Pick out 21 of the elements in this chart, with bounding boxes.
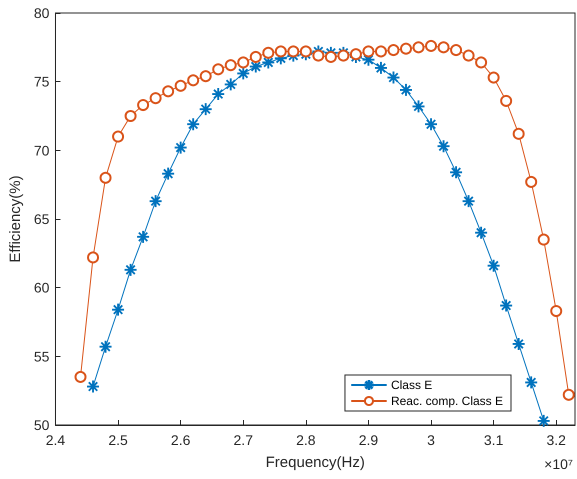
x-tick-label: 3.2 (546, 432, 566, 448)
legend-label: Class E (390, 378, 432, 392)
x-tick-label: 2.9 (358, 432, 378, 448)
text: ×10⁷ (544, 456, 574, 472)
x-tick-label: 3.1 (484, 432, 504, 448)
x-tick-label: 2.7 (234, 432, 254, 448)
legend-label: Reac. comp. Class E (390, 394, 504, 408)
y-tick-label: 65 (34, 211, 50, 227)
x-tick-label: 3 (427, 432, 436, 448)
y-tick-label: 55 (34, 348, 50, 364)
x-tick-label: 2.8 (296, 432, 316, 448)
x-tick-label: 2.5 (108, 432, 128, 448)
y-axis-title: Efficiency(%) (7, 175, 24, 263)
x-tick-label: 2.4 (46, 432, 66, 448)
y-tick-label: 75 (34, 74, 50, 90)
y-tick-label: 50 (34, 417, 50, 433)
y-tick-label: 80 (34, 5, 50, 21)
y-tick-label: 70 (34, 142, 50, 158)
y-tick-label: 60 (34, 280, 50, 296)
x-axis-title: Frequency(Hz) (266, 454, 365, 471)
x-tick-label: 2.6 (170, 432, 191, 448)
